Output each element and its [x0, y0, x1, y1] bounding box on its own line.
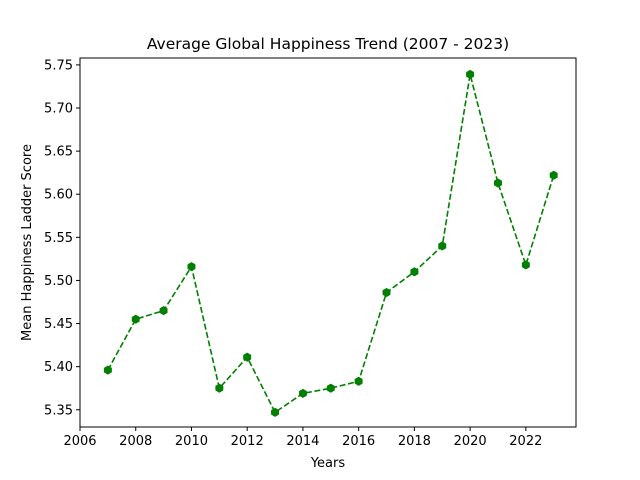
- data-point: [382, 287, 391, 298]
- plot-frame: [79, 57, 577, 428]
- x-tick-label: 2018: [398, 434, 431, 449]
- y-tick-label: 5.60: [44, 188, 73, 203]
- x-tick-label: 2006: [63, 434, 96, 449]
- chart-title: Average Global Happiness Trend (2007 - 2…: [147, 35, 509, 53]
- y-tick-label: 5.45: [44, 317, 73, 332]
- data-point: [215, 383, 224, 393]
- y-tick-label: 5.55: [44, 231, 73, 246]
- data-point: [187, 262, 196, 272]
- x-axis-label: Years: [310, 456, 346, 471]
- data-point: [103, 365, 112, 375]
- data-point: [466, 69, 475, 79]
- y-tick-label: 5.40: [44, 360, 73, 375]
- series-line: [107, 74, 555, 414]
- data-point: [438, 241, 447, 251]
- x-tick-label: 2016: [342, 434, 375, 449]
- data-point: [494, 178, 502, 188]
- y-axis-label: Mean Happiness Ladder Score: [20, 144, 35, 341]
- y-tick-label: 5.50: [44, 274, 73, 289]
- data-point: [326, 383, 335, 393]
- data-point: [131, 314, 140, 324]
- data-point: [159, 306, 168, 316]
- x-tick-label: 2010: [175, 434, 208, 449]
- data-point: [298, 388, 307, 398]
- y-tick-label: 5.35: [44, 403, 73, 418]
- data-point: [271, 407, 280, 417]
- data-point: [243, 352, 252, 362]
- x-tick-label: 2022: [509, 434, 542, 449]
- x-tick-label: 2020: [454, 434, 487, 449]
- y-tick-label: 5.70: [44, 102, 73, 117]
- data-point: [549, 170, 558, 180]
- data-point: [410, 267, 419, 277]
- plot-area: 2006 2008 2010 2012 2014 2016 2018 2020 2022 5.35…: [44, 58, 558, 449]
- y-tick-label: 5.65: [44, 145, 73, 160]
- data-point: [521, 260, 530, 270]
- x-tick-label: 2014: [286, 434, 319, 449]
- x-tick-label: 2012: [231, 434, 264, 449]
- x-tick-label: 2008: [119, 434, 152, 449]
- data-point: [354, 376, 363, 386]
- y-tick-label: 5.75: [44, 58, 73, 73]
